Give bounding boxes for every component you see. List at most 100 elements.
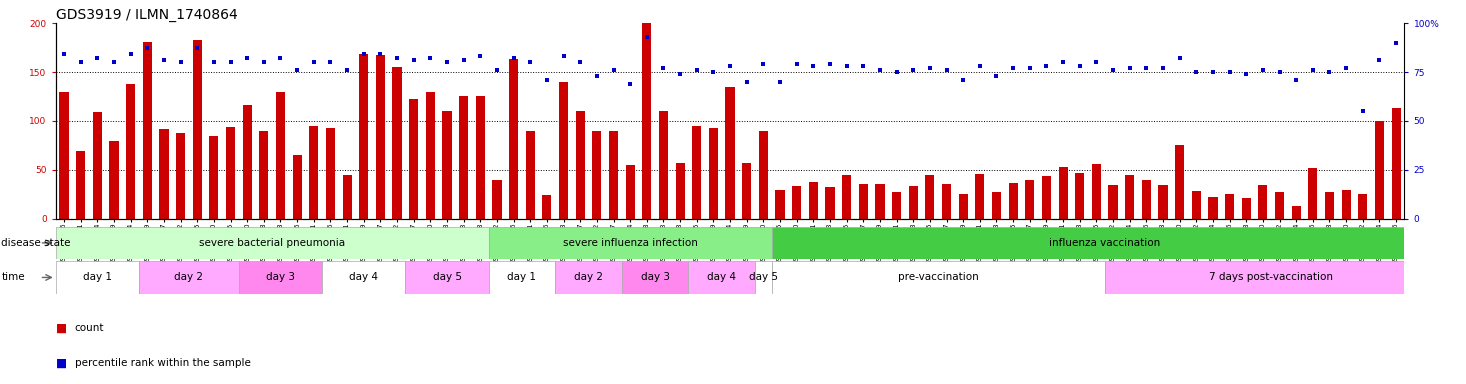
Bar — [160, 129, 169, 219]
Point — [1101, 67, 1124, 73]
Bar — [891, 192, 902, 219]
Point — [152, 57, 176, 63]
Point — [402, 57, 425, 63]
Point — [53, 51, 76, 58]
Bar — [1208, 197, 1218, 219]
Bar — [1058, 167, 1067, 219]
Point — [868, 67, 891, 73]
Point — [885, 69, 909, 75]
Bar — [909, 185, 918, 219]
Text: day 1: day 1 — [84, 272, 111, 283]
Point — [1119, 65, 1142, 71]
Point — [734, 79, 758, 85]
Point — [352, 51, 375, 58]
Point — [1250, 67, 1274, 73]
Bar — [509, 59, 517, 219]
Text: influenza vaccination: influenza vaccination — [1050, 238, 1160, 248]
Bar — [1124, 175, 1135, 219]
Point — [1368, 57, 1391, 63]
Point — [985, 73, 1009, 79]
Point — [702, 69, 726, 75]
Bar — [242, 105, 252, 219]
Bar — [526, 131, 535, 219]
Point — [469, 53, 493, 60]
Bar — [76, 151, 85, 219]
Bar — [210, 136, 218, 219]
Bar — [1226, 194, 1234, 219]
Point — [485, 67, 509, 73]
Point — [501, 55, 525, 61]
Text: disease state: disease state — [1, 238, 70, 248]
Text: severe influenza infection: severe influenza infection — [563, 238, 698, 248]
Bar — [239, 261, 323, 294]
Point — [852, 63, 875, 69]
Bar — [176, 133, 185, 219]
Point — [1151, 65, 1174, 71]
Bar — [622, 261, 689, 294]
Bar — [476, 96, 485, 219]
Point — [601, 67, 625, 73]
Point — [836, 63, 859, 69]
Bar — [142, 41, 152, 219]
Point — [585, 73, 608, 79]
Bar — [943, 184, 951, 219]
Point — [1334, 65, 1358, 71]
Text: day 4: day 4 — [707, 272, 736, 283]
Bar — [323, 261, 406, 294]
Bar — [608, 131, 619, 219]
Text: day 5: day 5 — [432, 272, 462, 283]
Point — [1384, 40, 1407, 46]
Bar — [126, 84, 135, 219]
Text: day 5: day 5 — [749, 272, 778, 283]
Point — [452, 57, 475, 63]
Point — [186, 45, 210, 51]
Bar — [809, 182, 818, 219]
Point — [968, 63, 991, 69]
Point — [519, 59, 542, 65]
Point — [1268, 69, 1292, 75]
Point — [951, 77, 975, 83]
Bar — [425, 92, 435, 219]
Bar — [542, 195, 551, 219]
Bar — [1275, 192, 1284, 219]
Bar — [1105, 261, 1438, 294]
Point — [1284, 77, 1308, 83]
Point — [119, 51, 142, 58]
Bar — [1158, 185, 1167, 219]
Point — [1135, 65, 1158, 71]
Point — [69, 59, 92, 65]
Point — [635, 34, 658, 40]
Point — [302, 59, 325, 65]
Point — [1001, 65, 1025, 71]
Bar — [1341, 190, 1350, 219]
Bar — [742, 163, 751, 219]
Bar — [493, 180, 501, 219]
Point — [336, 67, 359, 73]
Bar — [1375, 121, 1384, 219]
Point — [752, 61, 776, 67]
Bar — [1075, 173, 1085, 219]
Bar — [359, 55, 368, 219]
Point — [569, 59, 592, 65]
Bar — [792, 185, 802, 219]
Point — [1035, 63, 1058, 69]
Bar — [325, 128, 336, 219]
Bar — [925, 175, 934, 219]
Point — [1352, 108, 1375, 114]
Text: severe bacterial pneumonia: severe bacterial pneumonia — [199, 238, 345, 248]
Point — [252, 59, 276, 65]
Bar — [406, 261, 488, 294]
Point — [368, 51, 391, 58]
Point — [718, 63, 742, 69]
Bar — [592, 131, 601, 219]
Bar — [309, 126, 318, 219]
Point — [535, 77, 559, 83]
Text: time: time — [1, 272, 25, 283]
Bar — [226, 127, 235, 219]
Point — [818, 61, 841, 67]
Point — [685, 67, 708, 73]
Bar — [959, 194, 968, 219]
Bar — [459, 96, 468, 219]
Point — [918, 65, 941, 71]
Bar — [875, 184, 884, 219]
